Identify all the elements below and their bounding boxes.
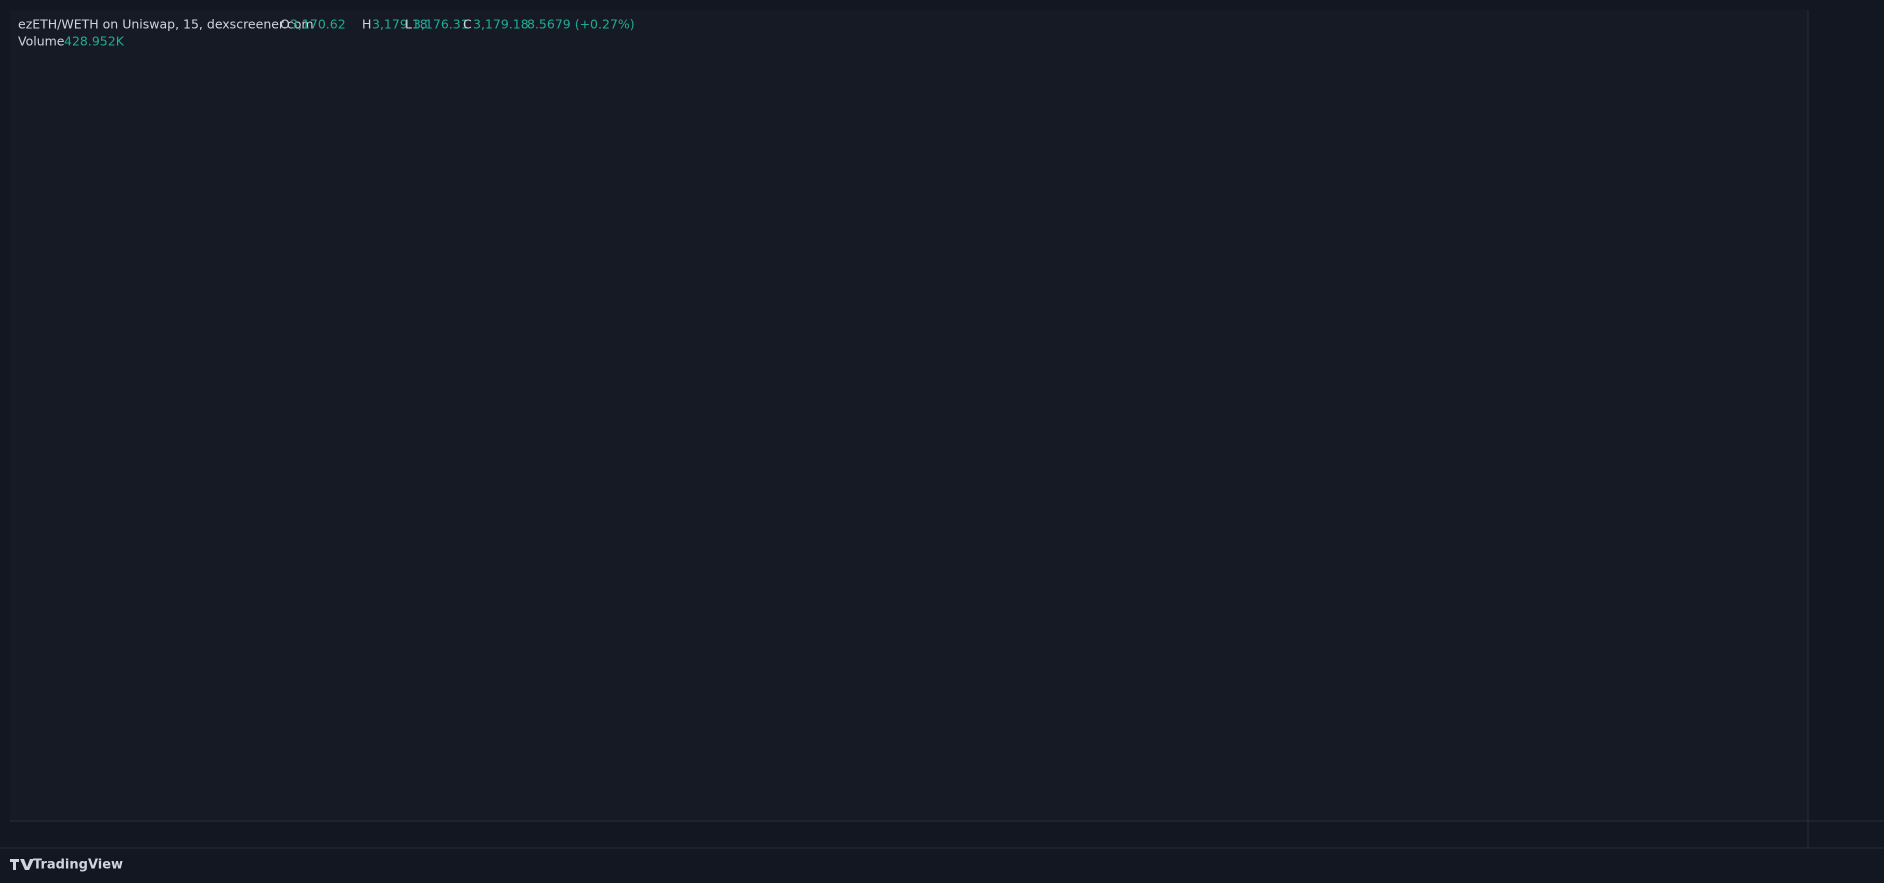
o-tag: O — [280, 17, 290, 32]
c-tag: C — [463, 17, 472, 32]
symbol: ezETH/WETH on Uniswap, 15, dexscreener.c… — [18, 17, 314, 32]
brand-logo[interactable] — [10, 859, 34, 870]
l-tag: L — [405, 17, 412, 32]
volume-value: 428.952K — [64, 34, 125, 49]
h-value: 3,179.18 — [372, 17, 428, 32]
h-tag: H — [362, 17, 371, 32]
c-value: 3,179.18 — [473, 17, 529, 32]
brand[interactable]: TradingView — [33, 858, 123, 873]
change: 8.5679 (+0.27%) — [527, 17, 635, 32]
o-value: 3,170.62 — [290, 17, 346, 32]
plot-area — [10, 10, 1808, 821]
l-value: 3,176.31 — [413, 17, 469, 32]
volume-tag: Volume — [18, 34, 65, 49]
